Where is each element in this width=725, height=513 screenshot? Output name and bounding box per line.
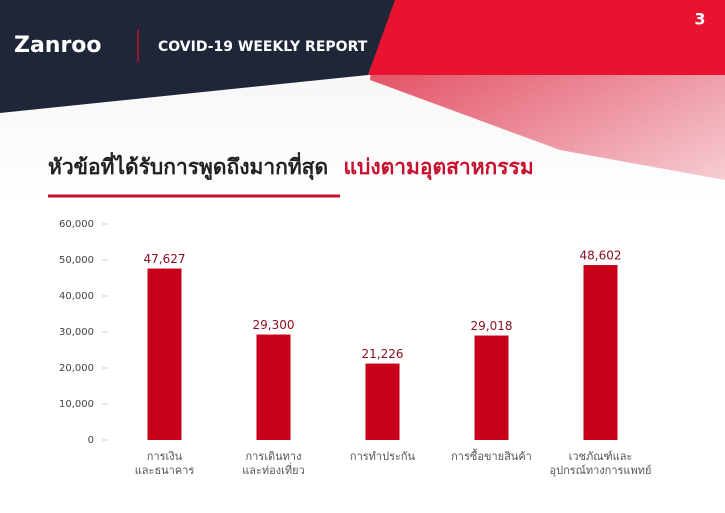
- x-tick-label: การซื้อขายสินค้า: [451, 450, 532, 463]
- y-tick-label: 50,000: [59, 255, 94, 266]
- header-red: [368, 0, 725, 75]
- value-label: 21,226: [362, 347, 404, 361]
- y-tick-label: 30,000: [59, 327, 94, 338]
- bar: [147, 268, 182, 440]
- y-tick-label: 0: [88, 435, 94, 446]
- logo: Zanroo: [14, 33, 102, 58]
- y-tick-label: 20,000: [59, 363, 94, 374]
- bar: [583, 265, 618, 440]
- title-highlight: แบ่งตามอุตสาหกรรม: [343, 155, 533, 181]
- value-label: 29,300: [253, 318, 295, 332]
- value-label: 48,602: [580, 249, 622, 263]
- page-number: 3: [694, 10, 705, 29]
- y-tick-label: 40,000: [59, 291, 94, 302]
- x-tick-label: การเงิน และธนาคาร: [134, 450, 195, 477]
- y-tick-label: 10,000: [59, 399, 94, 410]
- value-label: 29,018: [471, 319, 513, 333]
- x-tick-label: การเดินทาง และท่องเที่ยว: [242, 450, 305, 477]
- title-main: หัวข้อที่ได้รับการพูดถึงมากที่สุด: [48, 151, 328, 181]
- y-tick-label: 60,000: [59, 219, 94, 230]
- bar: [474, 335, 509, 440]
- bar: [365, 363, 400, 440]
- x-tick-label: เวชภัณฑ์และ อุปกรณ์ทางการแพทย์: [549, 450, 652, 477]
- report-title: COVID-19 WEEKLY REPORT: [158, 39, 368, 55]
- x-tick-label: การทำประกัน: [349, 450, 416, 463]
- header-dark: [0, 0, 395, 113]
- value-label: 47,627: [144, 252, 186, 266]
- bar: [256, 334, 291, 440]
- chart-title: หัวข้อที่ได้รับการพูดถึงมากที่สุด แบ่งตา…: [48, 151, 534, 181]
